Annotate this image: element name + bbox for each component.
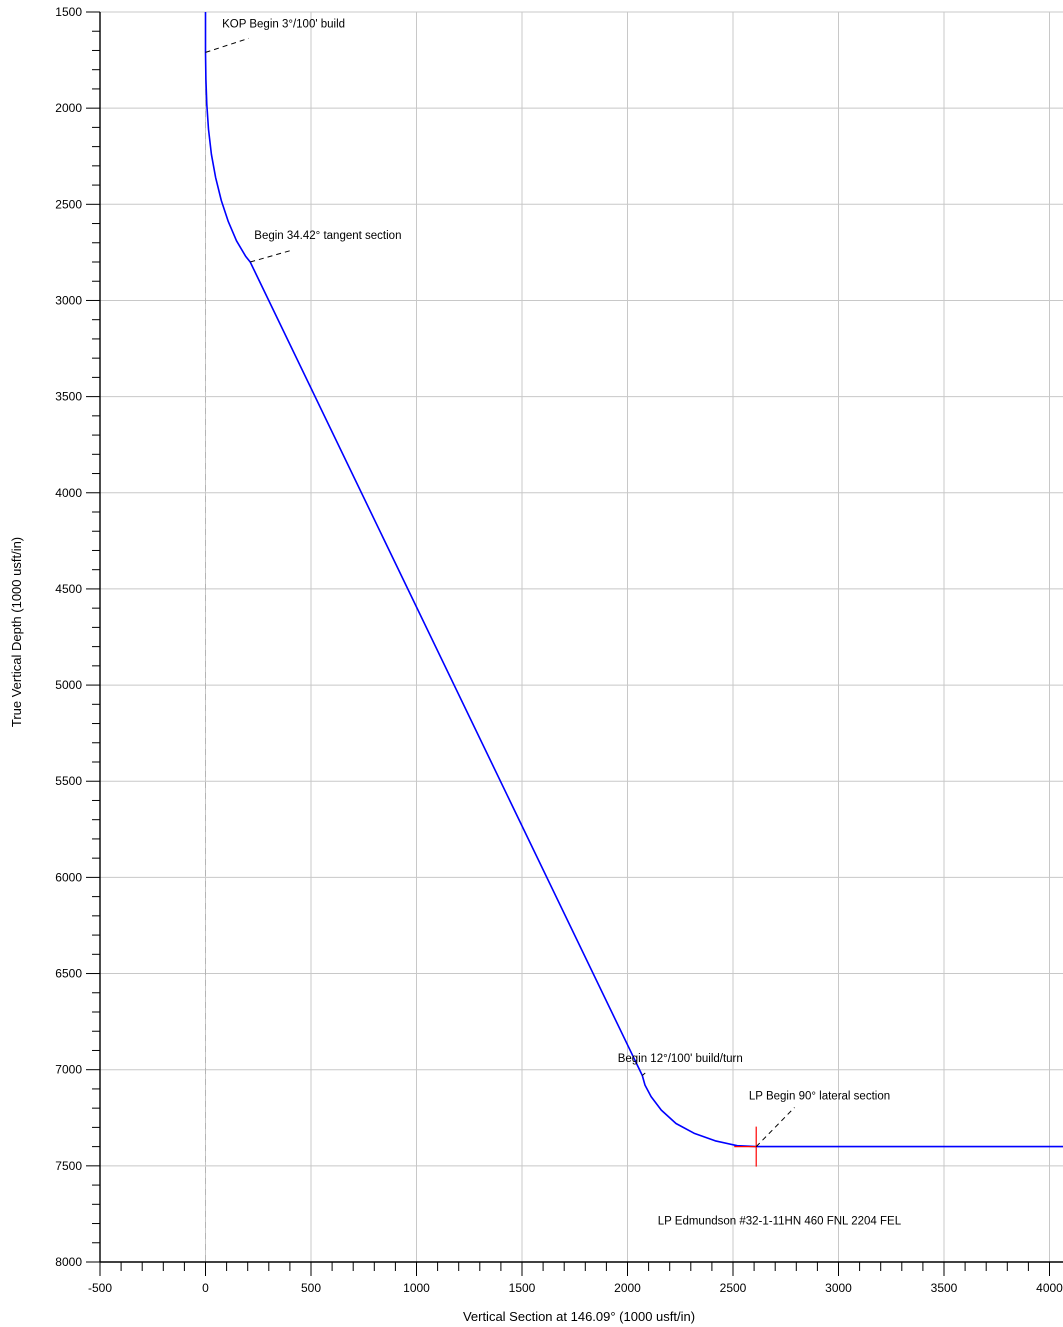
y-tick-label: 6000 [55,870,82,884]
grid [100,11,1063,1262]
x-tick-label: 0 [202,1281,209,1295]
x-tick-label: 3500 [931,1281,958,1295]
x-tick-label: 4000 [1036,1281,1063,1295]
y-tick-label: 7000 [55,1063,82,1077]
x-axis-title: Vertical Section at 146.09° (1000 usft/i… [463,1309,695,1324]
y-tick-label: 6500 [55,967,82,981]
annotation-leader-line [205,37,249,53]
x-tick-label: 1500 [509,1281,536,1295]
annotation-leader-line [641,1072,646,1076]
annotations: KOP Begin 3°/100' build Begin 34.42° tang… [205,18,902,1228]
annotation-label: Begin 34.42° tangent section [254,230,401,242]
x-tick-label: 3000 [825,1281,852,1295]
y-tick-label: 7500 [55,1159,82,1173]
y-tick-label: 5500 [55,774,82,788]
y-tick-label: 3500 [55,390,82,404]
y-axis-title: True Vertical Depth (1000 usft/in) [9,537,24,727]
well-path-line [204,12,1063,1148]
x-tick-label: -500 [88,1281,112,1295]
x-tick-label: 2000 [614,1281,641,1295]
x-tick-label: 500 [301,1281,321,1295]
annotation-label: LP Edmundson #32-1-11HN 460 FNL 2204 FEL [658,1216,902,1228]
annotation-leader-line [250,249,294,263]
y-tick-label: 5000 [55,678,82,692]
x-tick-label: 1000 [403,1281,430,1295]
y-tick-label: 2000 [55,101,82,115]
annotation-label: LP Begin 90° lateral section [749,1091,890,1103]
y-tick-label: 8000 [55,1255,82,1269]
y-tick-label: 1500 [55,5,82,19]
x-tick-label: 2500 [720,1281,747,1295]
annotation-leader-line [755,1107,795,1147]
y-tick-label: 4500 [55,582,82,596]
annotation-label: KOP Begin 3°/100' build [222,18,345,30]
y-tick-label: 2500 [55,197,82,211]
annotation-label: Begin 12°/100' build/turn [618,1053,743,1065]
axes: 1500200025003000350040004500500055006000… [55,5,1063,1295]
y-tick-label: 4000 [55,486,82,500]
y-tick-label: 3000 [55,293,82,307]
